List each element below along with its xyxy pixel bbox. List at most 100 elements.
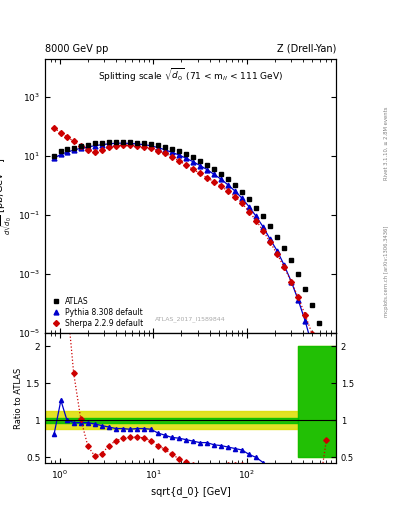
Pythia 8.308 default	[240, 195, 244, 201]
Pythia 8.308 default	[86, 144, 90, 150]
Sherpa 2.2.9 default	[92, 149, 97, 155]
ATLAS	[99, 139, 104, 145]
Sherpa 2.2.9 default	[59, 130, 63, 136]
Pythia 8.308 default	[176, 152, 181, 158]
ATLAS	[127, 139, 132, 145]
Sherpa 2.2.9 default	[99, 147, 104, 153]
Sherpa 2.2.9 default	[303, 312, 308, 318]
Sherpa 2.2.9 default	[261, 228, 266, 234]
Sherpa 2.2.9 default	[156, 147, 160, 154]
ATLAS	[268, 223, 272, 229]
ATLAS	[120, 139, 125, 145]
Pythia 8.308 default	[114, 140, 118, 146]
Sherpa 2.2.9 default	[289, 279, 294, 285]
Sherpa 2.2.9 default	[268, 239, 272, 245]
Sherpa 2.2.9 default	[219, 183, 223, 189]
Sherpa 2.2.9 default	[324, 375, 329, 381]
ATLAS	[219, 171, 223, 177]
Line: Sherpa 2.2.9 default: Sherpa 2.2.9 default	[52, 126, 328, 380]
ATLAS	[261, 214, 266, 220]
Sherpa 2.2.9 default	[114, 143, 118, 149]
Pythia 8.308 default	[107, 141, 111, 147]
Pythia 8.308 default	[99, 142, 104, 148]
Pythia 8.308 default	[64, 149, 69, 155]
Sherpa 2.2.9 default	[127, 142, 132, 148]
Sherpa 2.2.9 default	[205, 175, 209, 181]
Line: ATLAS: ATLAS	[51, 139, 329, 344]
ATLAS	[176, 148, 181, 155]
Pythia 8.308 default	[71, 147, 76, 153]
ATLAS	[247, 196, 252, 202]
Pythia 8.308 default	[120, 140, 125, 146]
Sherpa 2.2.9 default	[162, 150, 167, 156]
Sherpa 2.2.9 default	[212, 179, 217, 185]
Pythia 8.308 default	[184, 155, 188, 161]
ATLAS	[282, 245, 286, 251]
Sherpa 2.2.9 default	[78, 143, 83, 149]
Pythia 8.308 default	[324, 413, 329, 419]
Sherpa 2.2.9 default	[275, 251, 280, 258]
Pythia 8.308 default	[198, 162, 202, 168]
Pythia 8.308 default	[205, 166, 209, 173]
Pythia 8.308 default	[156, 144, 160, 151]
ATLAS	[59, 148, 63, 155]
ATLAS	[303, 286, 308, 292]
Text: Splitting scale $\sqrt{d_0}$ (71 < m$_{ll}$ < 111 GeV): Splitting scale $\sqrt{d_0}$ (71 < m$_{l…	[98, 67, 283, 84]
Text: 8000 GeV pp: 8000 GeV pp	[45, 44, 108, 54]
ATLAS	[86, 142, 90, 148]
ATLAS	[71, 144, 76, 151]
Pythia 8.308 default	[169, 149, 174, 155]
ATLAS	[78, 143, 83, 149]
ATLAS	[141, 140, 146, 146]
ATLAS	[149, 141, 153, 147]
ATLAS	[114, 139, 118, 145]
Pythia 8.308 default	[233, 188, 237, 194]
Text: Rivet 3.1.10, ≥ 2.8M events: Rivet 3.1.10, ≥ 2.8M events	[384, 106, 389, 180]
Sherpa 2.2.9 default	[254, 218, 259, 224]
ATLAS	[296, 271, 301, 277]
ATLAS	[317, 319, 321, 326]
Pythia 8.308 default	[296, 297, 301, 303]
Sherpa 2.2.9 default	[233, 194, 237, 200]
ATLAS	[169, 146, 174, 152]
Pythia 8.308 default	[254, 214, 259, 220]
Pythia 8.308 default	[282, 262, 286, 268]
Sherpa 2.2.9 default	[176, 158, 181, 164]
Y-axis label: Ratio to ATLAS: Ratio to ATLAS	[14, 368, 23, 429]
Pythia 8.308 default	[275, 248, 280, 254]
ATLAS	[134, 139, 139, 145]
Text: ATLAS_2017_I1589844: ATLAS_2017_I1589844	[155, 316, 226, 322]
Pythia 8.308 default	[141, 142, 146, 148]
X-axis label: sqrt{d_0} [GeV]: sqrt{d_0} [GeV]	[151, 486, 230, 497]
Pythia 8.308 default	[219, 176, 223, 182]
ATLAS	[212, 166, 217, 172]
Pythia 8.308 default	[303, 318, 308, 324]
Text: Z (Drell-Yan): Z (Drell-Yan)	[277, 44, 336, 54]
Pythia 8.308 default	[289, 279, 294, 285]
Sherpa 2.2.9 default	[317, 352, 321, 358]
Pythia 8.308 default	[317, 375, 321, 381]
Y-axis label: $\frac{d\sigma}{d\sqrt{d_0}}$ [pb,GeV$^{-1}$]: $\frac{d\sigma}{d\sqrt{d_0}}$ [pb,GeV$^{…	[0, 157, 15, 235]
Sherpa 2.2.9 default	[169, 154, 174, 160]
Pythia 8.308 default	[226, 182, 230, 188]
Sherpa 2.2.9 default	[120, 142, 125, 148]
Line: Pythia 8.308 default: Pythia 8.308 default	[51, 141, 329, 418]
ATLAS	[226, 176, 230, 182]
ATLAS	[162, 144, 167, 150]
Pythia 8.308 default	[162, 146, 167, 153]
Sherpa 2.2.9 default	[310, 331, 314, 337]
Pythia 8.308 default	[310, 343, 314, 349]
Pythia 8.308 default	[149, 143, 153, 149]
ATLAS	[51, 153, 56, 159]
Sherpa 2.2.9 default	[247, 208, 252, 215]
Pythia 8.308 default	[78, 145, 83, 152]
Sherpa 2.2.9 default	[51, 125, 56, 131]
ATLAS	[289, 257, 294, 263]
Legend: ATLAS, Pythia 8.308 default, Sherpa 2.2.9 default: ATLAS, Pythia 8.308 default, Sherpa 2.2.…	[49, 295, 145, 329]
ATLAS	[205, 162, 209, 168]
ATLAS	[191, 155, 195, 161]
Text: mcplots.cern.ch [arXiv:1306.3436]: mcplots.cern.ch [arXiv:1306.3436]	[384, 226, 389, 317]
ATLAS	[156, 142, 160, 148]
Sherpa 2.2.9 default	[71, 138, 76, 144]
ATLAS	[233, 182, 237, 188]
